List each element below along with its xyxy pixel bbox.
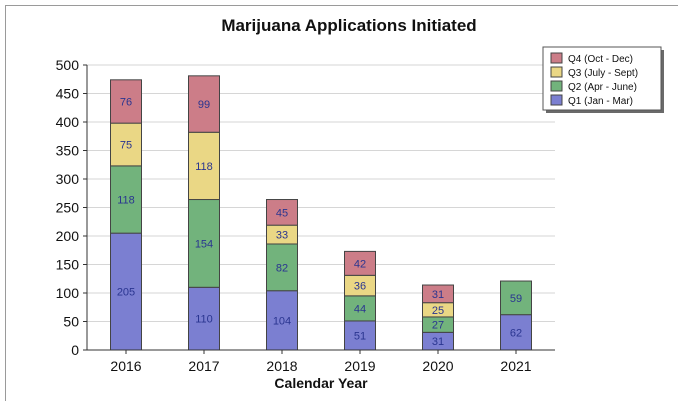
bar-segment [266, 243, 298, 292]
bar-segment [422, 284, 454, 304]
bar-segment [344, 295, 376, 322]
data-label: 104 [273, 315, 291, 327]
data-label: 51 [354, 330, 366, 342]
data-label: 154 [195, 238, 213, 250]
y-tick-label: 400 [56, 114, 80, 130]
legend-label: Q3 (July - Sept) [568, 68, 638, 79]
data-label: 42 [354, 258, 366, 270]
chart: Marijuana Applications Initiated 205 118 7… [56, 16, 664, 391]
bar-segment [188, 286, 220, 351]
bar-segment [110, 79, 142, 124]
chart-frame: Marijuana Applications Initiated 205 118 7… [5, 5, 678, 401]
legend-label: Q4 (Oct - Dec) [568, 54, 633, 65]
y-tick-label: 450 [56, 86, 80, 102]
data-label: 110 [195, 314, 213, 326]
data-label: 59 [510, 293, 522, 305]
data-label: 99 [198, 99, 210, 111]
bar-segment [266, 290, 298, 351]
chart-title: Marijuana Applications Initiated [221, 16, 476, 35]
data-label: 76 [120, 96, 132, 108]
legend-label: Q1 (Jan - Mar) [568, 96, 633, 107]
bar-segment [500, 280, 532, 316]
bars: 205 118 75 76 110 154 118 99 104 82 33 45 51 44 36 42 31… [110, 75, 532, 351]
data-label: 45 [276, 207, 288, 219]
y-tick-label: 300 [56, 171, 80, 187]
y-tick-label: 500 [56, 57, 80, 73]
y-tick-label: 0 [71, 342, 79, 358]
x-tick-label: 2021 [500, 358, 531, 374]
data-label: 82 [276, 262, 288, 274]
bar-segment [500, 314, 532, 351]
legend-box [542, 46, 662, 111]
data-label: 118 [117, 195, 135, 207]
y-tick-label: 250 [56, 200, 80, 216]
data-label: 118 [195, 161, 213, 173]
y-tick-label: 50 [63, 314, 79, 330]
bar-segment [188, 131, 220, 201]
legend-swatch [550, 66, 563, 78]
bar-segment [344, 250, 376, 276]
data-label: 31 [432, 289, 444, 301]
legend-swatch [550, 94, 563, 106]
y-tick-label: 350 [56, 143, 80, 159]
x-tick-label: 2017 [188, 358, 219, 374]
y-tick-label: 150 [56, 257, 80, 273]
data-label: 62 [510, 327, 522, 339]
data-label: 205 [117, 287, 135, 299]
y-tick-label: 200 [56, 228, 80, 244]
data-label: 25 [432, 305, 444, 317]
data-label: 44 [354, 303, 366, 315]
y-tick-label: 100 [56, 285, 80, 301]
bar-segment [110, 122, 142, 167]
legend: Q4 (Oct - Dec) Q3 (July - Sept) Q2 (Apr - … [542, 46, 664, 113]
data-label: 31 [432, 336, 444, 348]
legend-swatch [550, 80, 563, 92]
legend-label: Q2 (Apr - June) [568, 82, 637, 93]
x-tick-label: 2018 [266, 358, 297, 374]
x-tick-label: 2019 [344, 358, 375, 374]
x-tick-label: 2016 [110, 358, 141, 374]
bar-segment [266, 199, 298, 226]
bar-segment [188, 75, 220, 133]
data-label: 75 [120, 140, 132, 152]
axes: 0 50 100 150 200 250 300 350 400 450 500 2016 2017 20… [56, 57, 555, 374]
x-axis-label: Calendar Year [274, 375, 368, 391]
x-tick-label: 2020 [422, 358, 453, 374]
data-label: 36 [354, 281, 366, 293]
grid [87, 64, 555, 322]
bar-segment [188, 199, 220, 288]
legend-swatch [550, 52, 563, 64]
data-label: 27 [432, 320, 444, 332]
data-label: 33 [276, 230, 288, 242]
